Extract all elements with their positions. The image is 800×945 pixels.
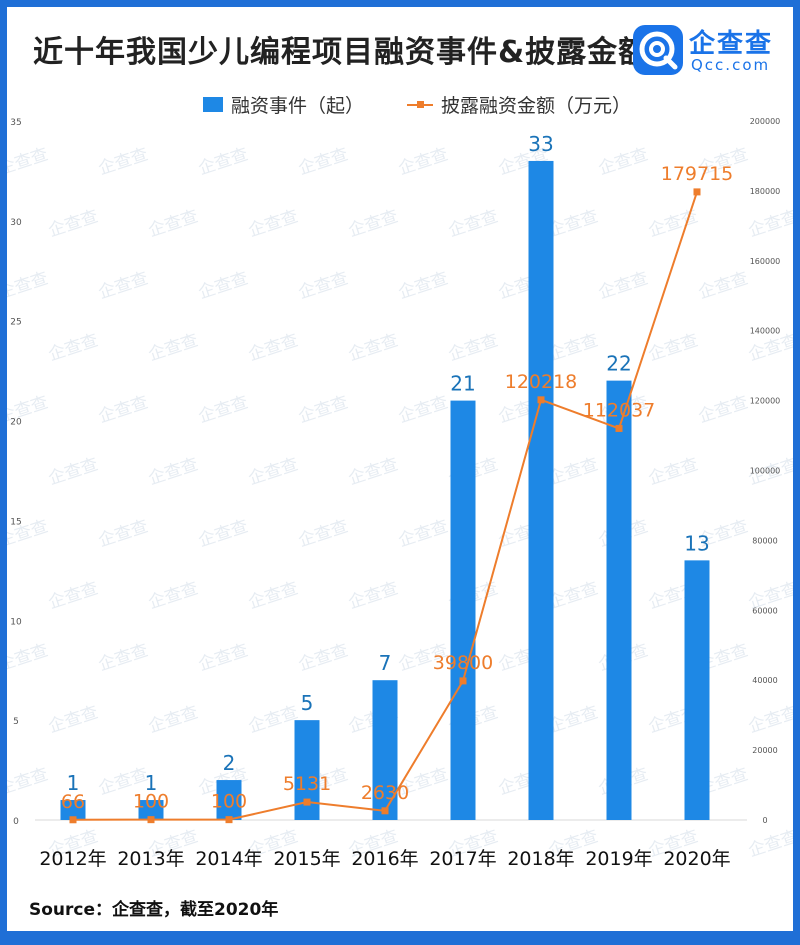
- line-value-label: 112037: [583, 399, 656, 421]
- bar-value-label: 33: [528, 132, 553, 156]
- chart-legend: 融资事件（起） 披露融资金额（万元）: [7, 91, 793, 117]
- line-point: [303, 798, 311, 806]
- y-right-tick-label: 40000: [752, 676, 777, 685]
- y-right-tick-label: 100000: [750, 467, 781, 476]
- y-left-tick-label: 25: [10, 318, 21, 328]
- bar: [528, 160, 554, 820]
- bar: [138, 800, 164, 820]
- bar: [60, 800, 86, 820]
- legend-item-bar: 融资事件（起）: [203, 91, 364, 118]
- line-value-label: 100: [133, 791, 169, 813]
- line-point: [537, 396, 545, 404]
- qcc-logo-icon: [633, 25, 683, 75]
- line-point: [459, 677, 467, 685]
- line-value-label: 66: [61, 791, 85, 813]
- line-value-label: 179715: [661, 163, 734, 185]
- bar: [216, 780, 242, 820]
- bar-value-label: 1: [145, 771, 158, 795]
- line-value-label: 5131: [283, 773, 331, 795]
- x-tick-label: 2020年: [663, 848, 730, 870]
- y-left-tick-label: 5: [13, 717, 19, 727]
- legend-label-line: 披露融资金额（万元）: [441, 95, 632, 117]
- line-point: [69, 816, 77, 824]
- y-right-tick-label: 200000: [750, 117, 781, 126]
- y-left-tick-label: 0: [13, 817, 19, 827]
- legend-bar-swatch: [203, 97, 223, 112]
- combo-chart: 0510152025303502000040000600008000010000…: [10, 117, 781, 870]
- logo-text: 企查查: [689, 29, 774, 59]
- legend-item-line: 披露融资金额（万元）: [407, 91, 631, 118]
- y-right-tick-label: 80000: [752, 536, 777, 545]
- source-note: Source：企查查，截至2020年: [29, 900, 279, 920]
- chart-card: 近十年我国少儿编程项目融资事件&披露金额 企查查 Qcc.com 融资事件（起）…: [7, 7, 793, 931]
- y-right-tick-label: 0: [762, 816, 767, 825]
- bar-value-label: 1: [67, 771, 80, 795]
- line-point: [693, 188, 701, 196]
- qcc-logo: 企查查 Qcc.com: [633, 23, 793, 79]
- bar: [606, 380, 632, 820]
- y-left-tick-label: 35: [10, 118, 21, 128]
- bar-value-label: 13: [684, 531, 709, 555]
- bar-value-label: 2: [223, 751, 236, 775]
- x-tick-label: 2016年: [351, 848, 418, 870]
- line-point: [381, 807, 389, 815]
- line-point: [147, 816, 155, 824]
- y-right-tick-label: 120000: [750, 397, 781, 406]
- line-value-label: 100: [211, 791, 247, 813]
- legend-line-swatch: [407, 97, 433, 112]
- x-tick-label: 2014年: [195, 848, 262, 870]
- chart-title: 近十年我国少儿编程项目融资事件&披露金额: [33, 35, 650, 70]
- bar: [450, 400, 476, 820]
- y-right-tick-label: 140000: [750, 327, 781, 336]
- y-right-tick-label: 60000: [752, 606, 777, 615]
- line-point: [615, 424, 623, 432]
- y-right-tick-label: 180000: [750, 187, 781, 196]
- line-point: [225, 816, 233, 824]
- x-tick-label: 2015年: [273, 848, 340, 870]
- y-left-tick-label: 30: [10, 218, 22, 228]
- bar: [684, 560, 710, 820]
- bar-value-label: 22: [606, 352, 631, 376]
- line-value-label: 39800: [433, 652, 493, 674]
- y-right-tick-label: 20000: [752, 746, 777, 755]
- y-left-tick-label: 20: [10, 418, 22, 428]
- x-tick-label: 2018年: [507, 848, 574, 870]
- x-tick-label: 2017年: [429, 848, 496, 870]
- x-tick-label: 2019年: [585, 848, 652, 870]
- y-left-tick-label: 10: [10, 617, 22, 627]
- x-tick-label: 2013年: [117, 848, 184, 870]
- line-value-label: 120218: [505, 371, 578, 393]
- line-value-label: 2630: [361, 782, 409, 804]
- logo-domain: Qcc.com: [691, 56, 771, 74]
- x-tick-label: 2012年: [39, 848, 106, 870]
- y-left-tick-label: 15: [10, 517, 21, 527]
- y-right-tick-label: 160000: [750, 257, 781, 266]
- bar-value-label: 21: [450, 372, 475, 396]
- legend-label-bar: 融资事件（起）: [231, 95, 365, 117]
- bar-value-label: 5: [301, 691, 314, 715]
- bar-value-label: 7: [379, 651, 392, 675]
